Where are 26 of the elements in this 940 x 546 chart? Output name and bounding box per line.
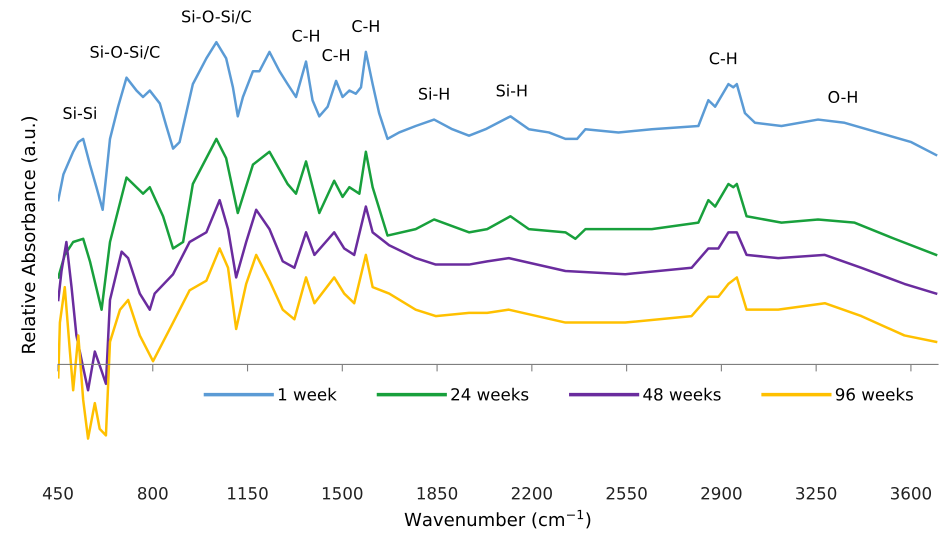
annotation: Si-Si bbox=[64, 106, 96, 120]
legend-label: 1 week bbox=[278, 388, 337, 401]
x-tick-label: 1500 bbox=[322, 486, 362, 500]
annotation: C-H bbox=[710, 52, 736, 64]
annotation: Si-H bbox=[496, 84, 526, 97]
x-tick-label: 3600 bbox=[890, 486, 932, 500]
annotation: C-H bbox=[322, 49, 349, 62]
legend-label: 24 weeks bbox=[451, 388, 528, 401]
x-tick-label: 2550 bbox=[606, 486, 647, 500]
x-tick-label: 1150 bbox=[228, 486, 268, 500]
y-axis-title: Relative Absorbance (a.u.) bbox=[21, 117, 38, 353]
x-tick-label: 1850 bbox=[418, 486, 458, 500]
x-tick-label: 2200 bbox=[512, 486, 552, 500]
annotation: C-H bbox=[352, 20, 379, 32]
annotation: O-H bbox=[828, 90, 857, 104]
x-tick-label: 2900 bbox=[701, 486, 742, 500]
annotation: C-H bbox=[292, 30, 319, 42]
legend-label: 96 weeks bbox=[836, 388, 913, 401]
annotation: Si-O-Si/C bbox=[182, 10, 251, 24]
annotation: Si-O-Si/C bbox=[90, 46, 160, 60]
x-tick-label: 450 bbox=[42, 486, 73, 500]
legend-label: 48 weeks bbox=[643, 388, 721, 401]
x-axis-title: Wavenumber (cm$^{−1}$) bbox=[404, 510, 590, 528]
x-tick-label: 3250 bbox=[796, 486, 836, 500]
x-tick-label: 800 bbox=[138, 486, 168, 500]
annotation: Si-H bbox=[418, 87, 449, 100]
